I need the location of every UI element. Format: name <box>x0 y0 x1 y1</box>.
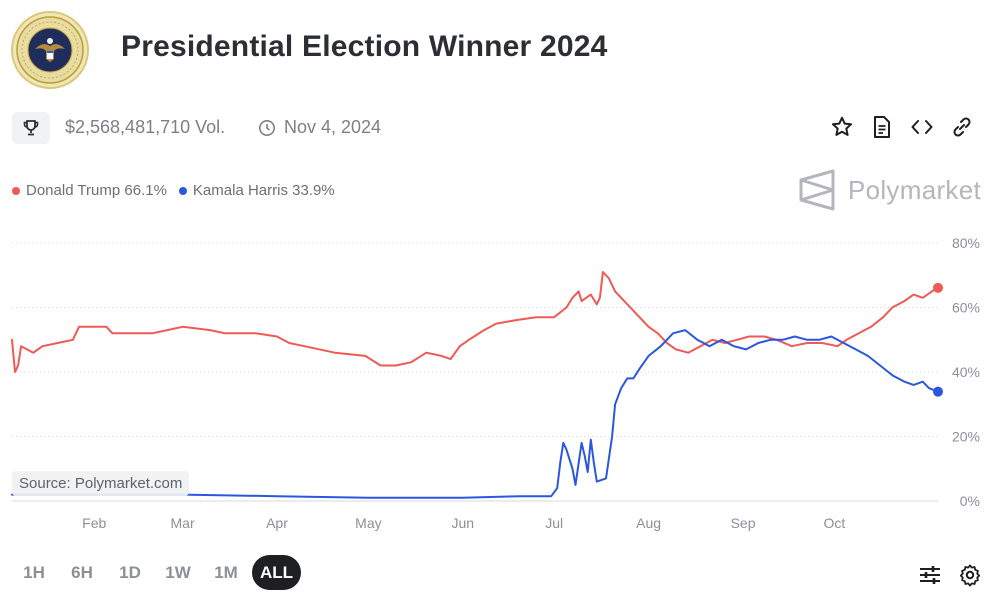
series-line-kamala-harris <box>11 329 939 499</box>
series-end-point-donald-trump <box>933 282 943 293</box>
series-end-point-kamala-harris <box>933 386 943 397</box>
volume-text: $2,568,481,710 Vol. <box>65 117 226 137</box>
market-actions <box>829 112 975 142</box>
y-tick-label: 60% <box>952 300 980 316</box>
clock-icon <box>259 119 275 136</box>
y-tick-label: 40% <box>952 364 980 380</box>
presidential-seal-icon <box>11 11 89 89</box>
time-range-selector: 1H 6H 1D 1W 1M ALL <box>12 555 302 590</box>
end-date-text: Nov 4, 2024 <box>284 117 382 137</box>
x-tick-label: Apr <box>266 515 288 531</box>
sliders-icon <box>920 566 940 584</box>
x-tick-label: Sep <box>731 515 756 531</box>
link-icon <box>953 117 971 137</box>
legend-item-trump: Donald Trump 66.1% <box>12 182 167 199</box>
chart-controls <box>917 560 983 590</box>
range-1h[interactable]: 1H <box>23 562 45 582</box>
page-title: Presidential Election Winner 2024 <box>121 30 608 63</box>
end-date: Nov 4, 2024 <box>258 117 381 138</box>
x-tick-label: May <box>355 515 381 531</box>
rules-button[interactable] <box>869 112 895 142</box>
y-tick-label: 80% <box>952 235 980 251</box>
favorite-button[interactable] <box>829 112 855 142</box>
range-1w[interactable]: 1W <box>165 562 191 582</box>
chart-filters-button[interactable] <box>917 560 943 590</box>
trophy-icon <box>23 120 39 136</box>
embed-button[interactable] <box>909 112 935 142</box>
legend-dot-harris <box>178 186 187 195</box>
polymarket-brand: Polymarket <box>798 168 981 212</box>
y-tick-label: 0% <box>960 493 980 509</box>
settings-icon <box>959 564 981 587</box>
polymarket-logo-icon <box>799 169 835 211</box>
x-tick-label: Jun <box>452 515 475 531</box>
x-tick-label: Aug <box>636 515 661 531</box>
range-all[interactable]: ALL <box>252 555 302 590</box>
legend-dot-trump <box>12 186 20 195</box>
x-tick-label: Jul <box>545 515 563 531</box>
price-chart[interactable]: 0% 20% 40% 60% 80% Feb Mar Apr May Jun Jul Aug Sep Oc… <box>0 225 993 540</box>
source-label: Source: Polymarket.com <box>12 471 190 496</box>
range-1m[interactable]: 1M <box>214 562 238 582</box>
copy-link-button[interactable] <box>949 112 975 142</box>
document-icon <box>874 116 890 138</box>
range-1d[interactable]: 1D <box>119 562 141 582</box>
polymarket-wordmark: Polymarket <box>847 174 981 205</box>
legend-label-harris: Kamala Harris 33.9% <box>192 182 335 199</box>
legend-item-harris: Kamala Harris 33.9% <box>178 182 335 199</box>
legend-label-trump: Donald Trump 66.1% <box>26 182 167 199</box>
range-6h[interactable]: 6H <box>71 562 93 582</box>
code-icon <box>911 120 933 134</box>
series-line-donald-trump <box>11 271 939 373</box>
x-tick-label: Feb <box>82 515 106 531</box>
chart-settings-button[interactable] <box>957 560 983 590</box>
x-tick-label: Mar <box>171 515 195 531</box>
x-tick-label: Oct <box>824 515 846 531</box>
star-icon <box>832 116 852 136</box>
chart-legend: Donald Trump 66.1% Kamala Harris 33.9% <box>12 182 335 199</box>
y-tick-label: 20% <box>952 429 980 445</box>
trophy-button[interactable] <box>12 112 50 144</box>
